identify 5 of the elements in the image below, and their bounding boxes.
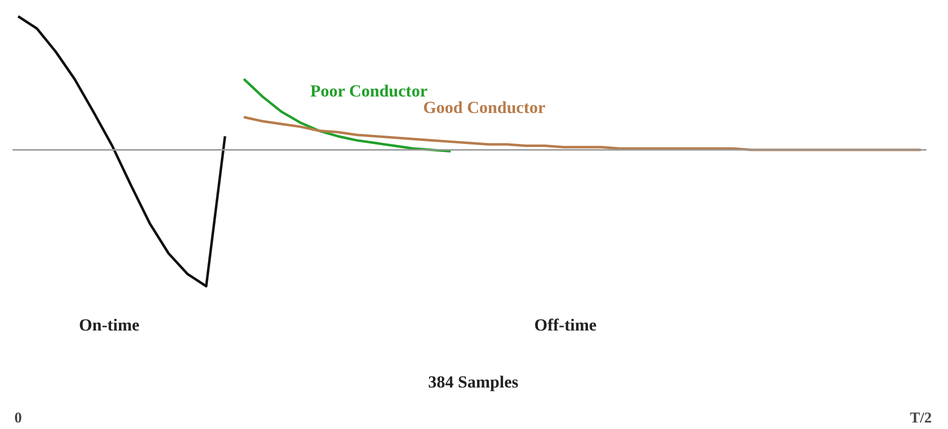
x-tick-label: 0 — [14, 410, 22, 426]
text: 384 Samples — [428, 372, 519, 392]
x-tick-label: T/2 — [910, 410, 932, 426]
text: On-time — [79, 316, 140, 335]
text: Off-time — [534, 316, 598, 335]
